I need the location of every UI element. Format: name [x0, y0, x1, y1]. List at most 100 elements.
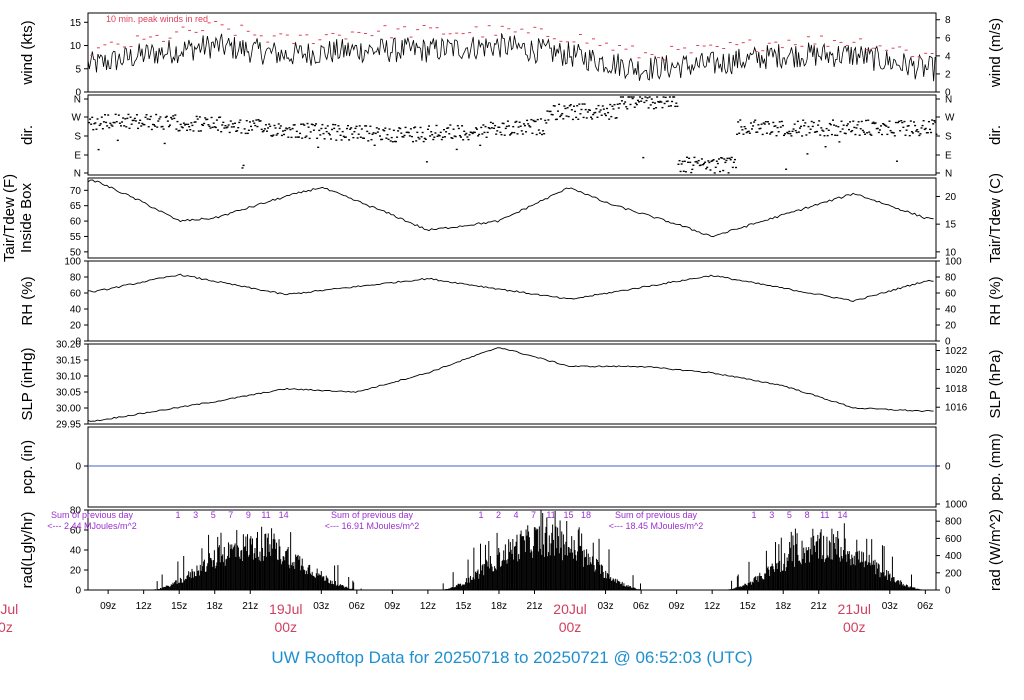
ytick-left-wind: 10 — [70, 41, 82, 52]
hour-label: 15z — [740, 601, 756, 612]
ytick-right-radiation: 800 — [945, 517, 962, 528]
ytick-right-wind: 4 — [945, 51, 951, 62]
solar-hour-tick: 3 — [193, 510, 198, 520]
ylabel-right-radiation: rad (W/m^2) — [987, 509, 1004, 591]
ytick-right-temperature: 10 — [945, 247, 957, 258]
time-axis: 09z 12z 15z 18z 21z 03z 06z 09z 12z 15z 18z 21z 03z 0… — [0, 590, 933, 635]
ytick-left-rh: 40 — [70, 305, 82, 316]
hour-label: 03z — [882, 601, 898, 612]
solar-hour-tick: 15 — [563, 510, 573, 520]
ytick-left-radiation: 20 — [70, 566, 82, 577]
ytick-left-slp: 30.20 — [56, 340, 81, 351]
hour-label: 12z — [704, 601, 720, 612]
chart-title: UW Rooftop Data for 20250718 to 20250721… — [271, 648, 753, 667]
panel-frame-temperature — [87, 177, 937, 259]
hour-label: 06z — [349, 601, 365, 612]
day-label-hour: 00z — [559, 619, 582, 635]
ytick-right-direction: N — [945, 169, 952, 180]
ytick-left-rh: 60 — [70, 289, 82, 300]
ytick-right-rh: 40 — [945, 305, 957, 316]
hour-label: 09z — [384, 601, 400, 612]
ytick-left-direction: N — [74, 169, 81, 180]
hour-label: 21z — [811, 601, 827, 612]
ytick-right-direction: N — [945, 95, 952, 106]
hour-label: 06z — [917, 601, 933, 612]
solar-hour-tick: 7 — [531, 510, 536, 520]
ytick-right-rh: 100 — [945, 257, 962, 268]
wind-speed-line — [87, 33, 936, 82]
ytick-right-radiation: 1000 — [945, 500, 968, 511]
rh-line — [87, 273, 934, 302]
ytick-left-temperature: 55 — [70, 232, 82, 243]
panel-frame-slp — [87, 343, 937, 425]
solar-hour-tick: 5 — [211, 510, 216, 520]
solar-hour-tick: 1 — [175, 510, 180, 520]
ytick-right-precip: 0 — [945, 462, 951, 473]
ytick-left-slp: 30.00 — [56, 404, 81, 415]
solar-hour-tick: 18 — [581, 510, 591, 520]
ytick-right-radiation: 0 — [945, 586, 951, 597]
ytick-right-slp: 1020 — [945, 365, 968, 376]
ytick-right-direction: S — [945, 132, 952, 143]
ylabel-left-temperature: Tair/Tdew (F)Inside Box — [1, 174, 35, 262]
hour-label: 21z — [242, 601, 258, 612]
solar-hour-tick: 1 — [478, 510, 483, 520]
ytick-right-temperature: 20 — [945, 192, 957, 203]
ytick-left-temperature: 65 — [70, 201, 82, 212]
ytick-right-wind: 8 — [945, 15, 951, 26]
ytick-right-rh: 0 — [945, 337, 951, 348]
hour-label: 09z — [100, 601, 116, 612]
ylabel-left-rh: RH (%) — [19, 276, 36, 325]
ytick-left-rh: 80 — [70, 273, 82, 284]
peak-wind-note: 10 min. peak winds in red — [106, 14, 208, 24]
ytick-left-temperature: 60 — [70, 217, 82, 228]
pressure-line — [87, 347, 934, 422]
ytick-left-rh: 100 — [64, 257, 81, 268]
day-label-hour: 00z — [0, 619, 13, 635]
ylabel-left-precip: pcp. (in) — [19, 440, 36, 494]
hour-label: 06z — [633, 601, 649, 612]
ytick-left-rh: 0 — [75, 337, 81, 348]
ylabel-right-direction: dir. — [987, 125, 1004, 145]
ytick-left-direction: S — [74, 132, 81, 143]
solar-hour-tick: 11 — [546, 510, 555, 520]
ytick-right-wind: 2 — [945, 69, 951, 80]
ylabel-left-radiation: rad(Lgly/hr) — [19, 512, 36, 589]
solar-hour-tick: 14 — [837, 510, 847, 520]
hour-label: 12z — [420, 601, 436, 612]
ytick-left-wind: 15 — [70, 18, 82, 29]
hour-label: 18z — [775, 601, 791, 612]
ylabel-left-direction: dir. — [19, 125, 36, 145]
hour-label: 18z — [491, 601, 507, 612]
solar-sum-note: <--- 16.91 MJoules/m^2 — [325, 521, 420, 531]
ytick-right-slp: 1018 — [945, 384, 968, 395]
hour-label: 15z — [171, 601, 187, 612]
ylabel-right-rh: RH (%) — [987, 276, 1004, 325]
panel-frame-rh — [87, 260, 937, 342]
ytick-right-direction: E — [945, 151, 952, 162]
ytick-left-radiation: 0 — [75, 586, 81, 597]
solar-sum-note: <--- 18.45 MJoules/m^2 — [609, 521, 704, 531]
ytick-right-rh: 60 — [945, 289, 957, 300]
day-label: 21Jul — [838, 601, 871, 617]
hour-label: 15z — [455, 601, 471, 612]
ylabel-right-precip: pcp. (mm) — [987, 433, 1004, 501]
temperature-line — [87, 179, 934, 238]
ytick-right-direction: W — [945, 113, 955, 124]
ytick-left-slp: 29.95 — [56, 420, 81, 431]
ytick-left-slp: 30.05 — [56, 388, 81, 399]
ytick-left-direction: N — [74, 95, 81, 106]
day-label: 18Jul — [0, 601, 18, 617]
ytick-right-radiation: 400 — [945, 551, 962, 562]
ytick-right-radiation: 200 — [945, 568, 962, 579]
solar-hour-tick: 9 — [246, 510, 251, 520]
hour-label: 09z — [669, 601, 685, 612]
day-label-hour: 00z — [843, 619, 866, 635]
ytick-left-rh: 20 — [70, 321, 82, 332]
solar-sum-note: Sum of previous day — [331, 510, 414, 520]
day-label: 19Jul — [269, 601, 302, 617]
hour-label: 18z — [207, 601, 223, 612]
ytick-right-slp: 1016 — [945, 403, 968, 414]
solar-hour-tick: 5 — [787, 510, 792, 520]
